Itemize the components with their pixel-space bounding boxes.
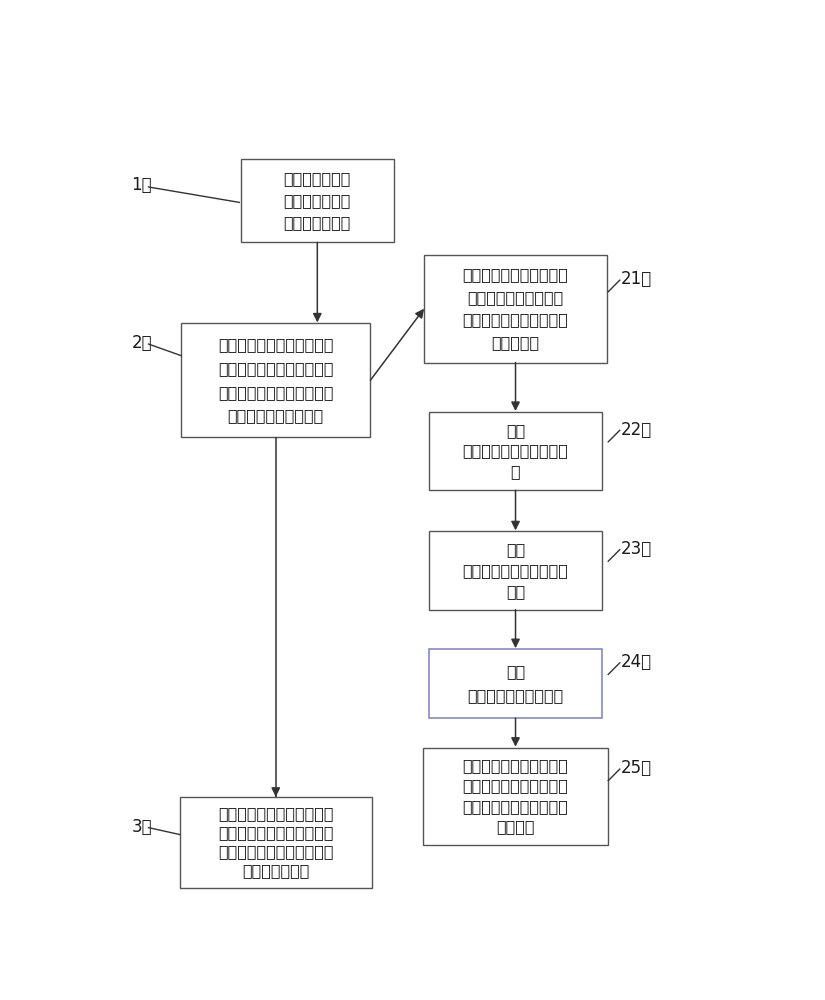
Text: 数: 数 xyxy=(511,464,521,479)
Text: 2）: 2） xyxy=(131,334,152,352)
Text: 获得: 获得 xyxy=(506,664,526,679)
Text: 1）: 1） xyxy=(131,176,152,194)
Bar xyxy=(182,323,370,437)
Text: 根据测得的电缆与管道之: 根据测得的电缆与管道之 xyxy=(463,267,568,282)
Bar xyxy=(429,412,602,490)
Text: 系数: 系数 xyxy=(506,584,526,599)
Text: 电缆段的电缆传热模型: 电缆段的电缆传热模型 xyxy=(228,408,324,423)
Text: 25）: 25） xyxy=(621,759,652,777)
Text: 24）: 24） xyxy=(621,653,652,671)
Text: 根据数据采集系统当日测得: 根据数据采集系统当日测得 xyxy=(218,337,333,352)
Text: 23）: 23） xyxy=(621,540,653,558)
Text: 传热模型: 传热模型 xyxy=(497,819,535,834)
Text: 3）: 3） xyxy=(131,818,152,836)
Text: 在瓶颈电缆段建: 在瓶颈电缆段建 xyxy=(284,171,351,186)
Text: 中待增容电缆次日的载流量: 中待增容电缆次日的载流量 xyxy=(218,844,333,859)
Bar xyxy=(422,748,608,845)
Text: 并以日为单位更新次日瓶颈: 并以日为单位更新次日瓶颈 xyxy=(218,385,333,400)
Text: 立数据采集系统: 立数据采集系统 xyxy=(284,193,351,208)
Text: 更新次日的瓶颈电缆段的: 更新次日的瓶颈电缆段的 xyxy=(463,799,568,814)
Text: 间空间热阻: 间空间热阻 xyxy=(492,335,540,350)
Text: 电缆表面和管道内表面之: 电缆表面和管道内表面之 xyxy=(463,312,568,327)
Text: 根据次日瓶颈电缆段的电缆: 根据次日瓶颈电缆段的电缆 xyxy=(218,806,333,821)
Text: 根据获得的前一日瓶颈电: 根据获得的前一日瓶颈电 xyxy=(463,758,568,773)
Text: 22）: 22） xyxy=(621,421,653,439)
Text: 获得: 获得 xyxy=(506,423,526,438)
Bar xyxy=(424,255,606,363)
Text: 的瓶颈电缆段的数据，建立: 的瓶颈电缆段的数据，建立 xyxy=(218,361,333,376)
Text: ，进行数据测量: ，进行数据测量 xyxy=(284,215,351,230)
Text: 获得: 获得 xyxy=(506,542,526,557)
Text: ，实现电缆增容: ，实现电缆增容 xyxy=(242,863,309,878)
Bar xyxy=(180,797,371,888)
Text: 瓶颈电缆段的土壤热阻系: 瓶颈电缆段的土壤热阻系 xyxy=(463,444,568,459)
Bar xyxy=(241,159,394,242)
Bar xyxy=(429,531,602,610)
Text: 21）: 21） xyxy=(621,270,653,288)
Bar xyxy=(429,649,602,718)
Text: 瓶颈电缆段的传热模型: 瓶颈电缆段的传热模型 xyxy=(468,689,563,704)
Text: 缆段的传热模型的参数，: 缆段的传热模型的参数， xyxy=(463,778,568,793)
Text: 传热模型，估算瓶颈电缆段: 传热模型，估算瓶颈电缆段 xyxy=(218,825,333,840)
Text: 瓶颈电缆段的混凝土热阻: 瓶颈电缆段的混凝土热阻 xyxy=(463,563,568,578)
Text: 空间介质的温度，计算: 空间介质的温度，计算 xyxy=(468,290,563,305)
